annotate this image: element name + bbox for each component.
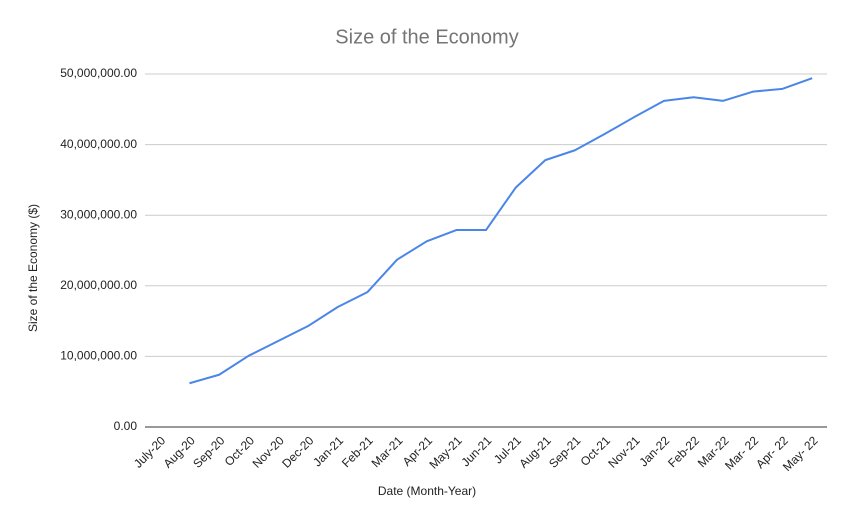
x-axis-title: Date (Month-Year) — [378, 484, 476, 498]
y-tick-label: 0.00 — [114, 419, 138, 433]
line-series — [189, 77, 813, 385]
y-axis-title: Size of the Economy ($) — [26, 204, 40, 332]
y-tick-label: 20,000,000.00 — [60, 278, 137, 292]
y-tick-label: 40,000,000.00 — [60, 137, 137, 151]
y-tick-label: 50,000,000.00 — [60, 66, 137, 80]
y-tick-label: 30,000,000.00 — [60, 207, 137, 221]
chart-title: Size of the Economy — [335, 26, 518, 48]
y-tick-label: 10,000,000.00 — [60, 349, 137, 363]
